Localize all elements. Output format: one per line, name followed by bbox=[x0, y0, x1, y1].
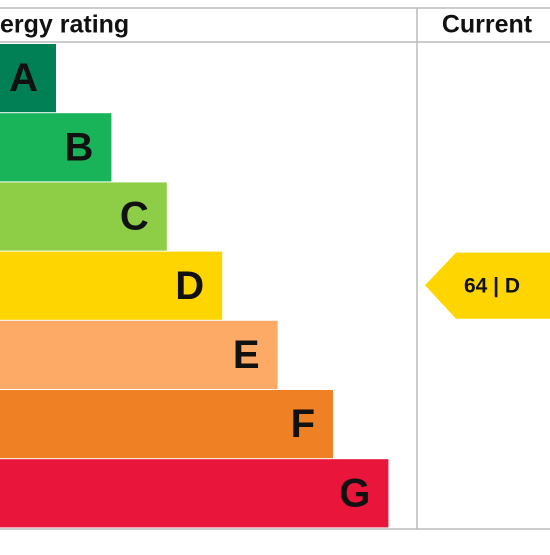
rating-letter: E bbox=[233, 333, 260, 377]
header-title: ergy rating bbox=[0, 11, 129, 39]
rating-letter: G bbox=[339, 471, 370, 515]
rating-letter: D bbox=[175, 264, 204, 308]
rating-bar bbox=[0, 44, 56, 113]
rating-bar bbox=[0, 390, 333, 459]
rating-bar bbox=[0, 320, 278, 389]
header-current: Current bbox=[442, 11, 533, 39]
rating-letter: B bbox=[65, 125, 94, 169]
rating-letter: C bbox=[120, 195, 149, 239]
rating-bar bbox=[0, 251, 223, 320]
rating-bar bbox=[0, 113, 112, 182]
current-arrow bbox=[425, 252, 550, 319]
current-label: 64 | D bbox=[464, 275, 520, 298]
rating-bar bbox=[0, 182, 167, 251]
rating-letter: F bbox=[291, 402, 315, 446]
rating-bar bbox=[0, 459, 389, 528]
rating-letter: A bbox=[9, 56, 38, 100]
